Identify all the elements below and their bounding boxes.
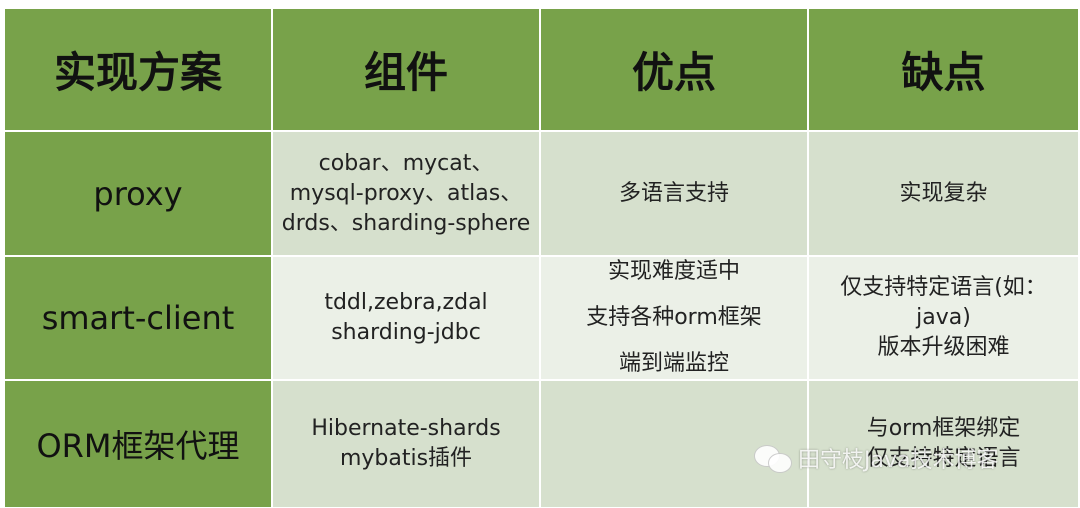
pros-line: 支持各种orm框架: [586, 305, 762, 330]
cons-line: java): [916, 305, 971, 330]
pros-line: 实现难度适中: [607, 259, 740, 284]
cons-line: 仅支持特定语言(如：: [840, 275, 1047, 300]
header-scheme: 实现方案: [5, 9, 271, 130]
header-components: 组件: [273, 9, 539, 130]
row-smart-client-cons: 仅支持特定语言(如： java) 版本升级困难: [809, 257, 1078, 379]
row-orm-scheme: ORM框架代理: [5, 381, 271, 507]
component-line: mysql-proxy、atlas、: [289, 180, 523, 206]
row-proxy-components: cobar、mycat、 mysql-proxy、atlas、 drds、sha…: [273, 132, 539, 255]
watermark-text: 田守枝Java技术博客: [798, 448, 999, 473]
component-line: tddl,zebra,zdal: [324, 290, 488, 315]
cons-line: 仅支持特定语言: [866, 446, 1021, 471]
pros-line: 端到端监控: [618, 351, 729, 376]
component-line: cobar、mycat、: [318, 150, 494, 176]
row-proxy-pros: 多语言支持: [541, 132, 807, 255]
row-smart-client-components: tddl,zebra,zdal sharding-jdbc: [273, 257, 539, 379]
component-line: drds、sharding-sphere: [281, 210, 531, 236]
watermark: 田守枝Java技术博客: [752, 442, 998, 474]
component-line: Hibernate-shards: [311, 416, 501, 441]
cons-line: 实现复杂: [899, 180, 988, 206]
pros-line: 多语言支持: [618, 180, 729, 206]
row-orm-cons: 与orm框架绑定 仅支持特定语言: [809, 381, 1078, 507]
row-orm-components: Hibernate-shards mybatis插件: [273, 381, 539, 507]
row-smart-client-scheme: smart-client: [5, 257, 271, 379]
component-line: mybatis插件: [339, 446, 473, 471]
wechat-icon: [752, 443, 792, 473]
header-cons: 缺点: [809, 9, 1078, 130]
row-proxy-scheme: proxy: [5, 132, 271, 255]
cons-line: 与orm框架绑定: [866, 416, 1021, 441]
header-pros: 优点: [541, 9, 807, 130]
row-proxy-cons: 实现复杂: [809, 132, 1078, 255]
comparison-table: 实现方案 组件 优点 缺点 proxy cobar、mycat、 mysql-p…: [5, 9, 1078, 507]
row-smart-client-pros: 实现难度适中 支持各种orm框架 端到端监控: [541, 257, 807, 379]
row-orm-pros: [541, 381, 807, 507]
component-line: sharding-jdbc: [331, 320, 481, 345]
cons-line: 版本升级困难: [877, 335, 1010, 360]
